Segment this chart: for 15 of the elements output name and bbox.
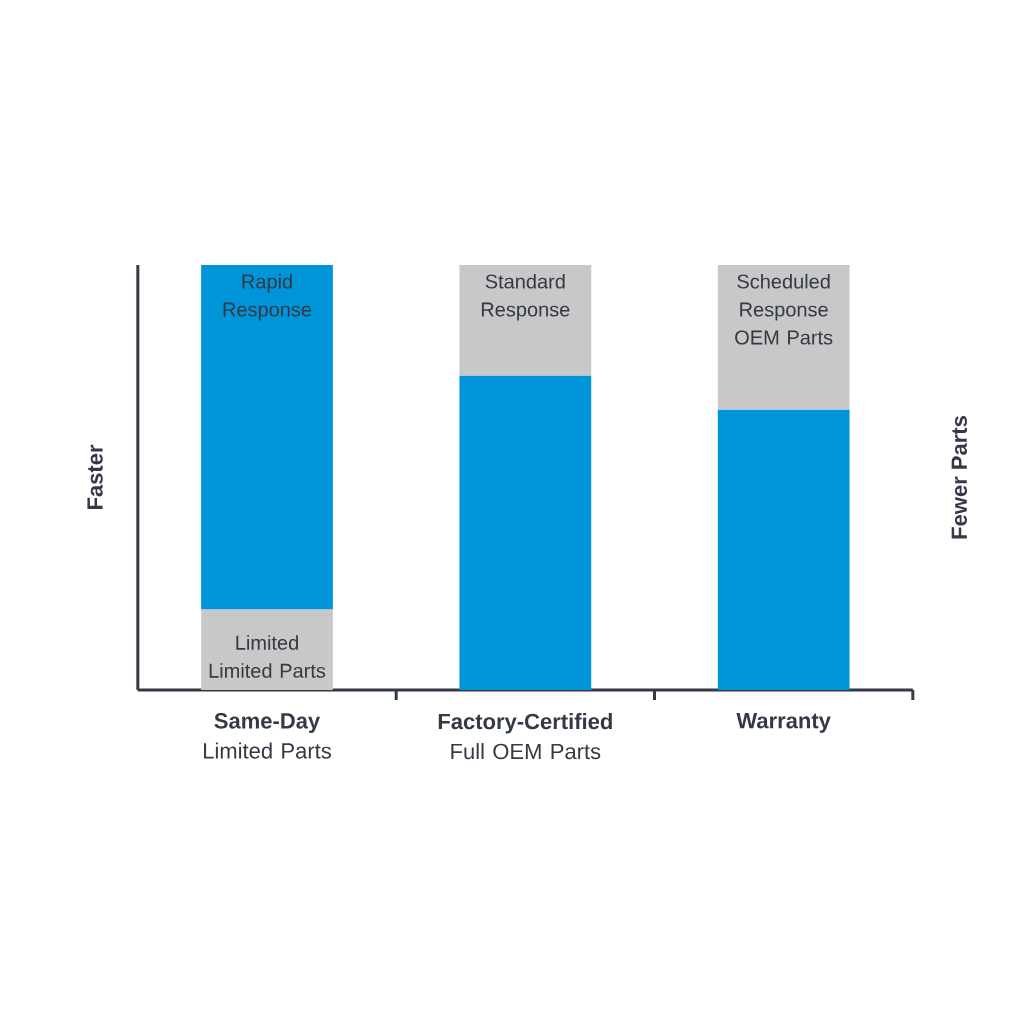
annotation: Limited Limited Parts [209, 635, 326, 678]
x-tick-label: Same-Day Limited Parts [204, 713, 331, 759]
bar [459, 375, 592, 690]
annotation: Standard Response [481, 273, 570, 321]
y-axis-title: Faster [87, 444, 103, 510]
bar [201, 265, 333, 610]
annotation: Scheduled Response OEM Parts [735, 273, 833, 345]
y2-axis-title: Fewer Parts [951, 416, 968, 539]
bar [201, 609, 333, 690]
bar [717, 265, 850, 410]
x-tick-label: Factory-Certified Full OEM Parts [438, 713, 612, 760]
bar [459, 265, 592, 376]
x-tick-label: Warranty [736, 713, 831, 733]
bar [717, 409, 850, 690]
annotation: Rapid Response [223, 273, 312, 321]
